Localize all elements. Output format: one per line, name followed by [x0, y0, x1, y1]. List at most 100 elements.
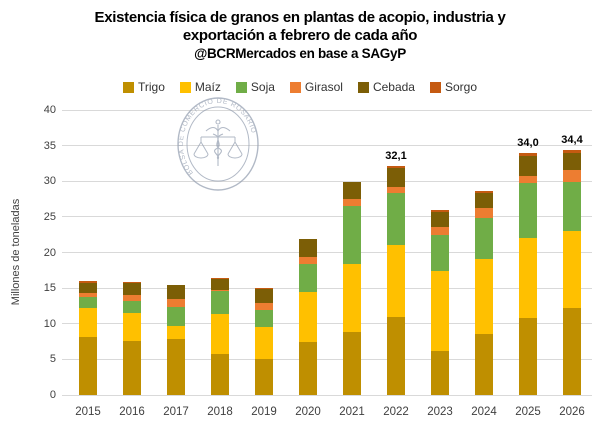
scales-icon-left	[194, 137, 208, 158]
bar-2023-segment-girasol	[431, 226, 449, 236]
bar-2015-segment-girasol	[79, 293, 97, 298]
bar-2022-segment-cebada	[387, 168, 405, 187]
bar-2015-segment-soja	[79, 297, 97, 309]
gridline-5	[62, 358, 592, 360]
chart-subtitle: @BCRMercados en base a SAGyP	[194, 46, 406, 61]
bar-2022-segment-girasol	[387, 186, 405, 193]
chart-title-line2: exportación a febrero de cada año	[182, 27, 418, 44]
bar-2024-segment-maiz	[475, 258, 493, 334]
legend-label-cebada: Cebada	[372, 80, 415, 94]
bar-2020-segment-girasol	[299, 256, 317, 264]
bar-2015-segment-sorgo	[79, 281, 97, 284]
bar-2020-segment-maiz	[299, 292, 317, 343]
bar-2022-segment-maiz	[387, 245, 405, 317]
bar-2022-segment-soja	[387, 192, 405, 246]
bar-2021-segment-maiz	[343, 263, 361, 333]
bar-2016-segment-trigo	[123, 340, 141, 395]
legend-item-girasol: Girasol	[289, 80, 343, 94]
x-axis-label-2024: 2024	[471, 406, 497, 418]
bar-2021-segment-cebada	[343, 181, 361, 200]
legend-label-soja: Soja	[250, 80, 275, 94]
scales-icon-right	[228, 137, 242, 158]
legend-label-girasol: Girasol	[304, 80, 343, 94]
bar-2017-segment-trigo	[167, 339, 185, 395]
bar-2019-segment-cebada	[255, 288, 273, 304]
x-axis-label-2015: 2015	[75, 406, 101, 418]
legend-item-maiz: Maíz	[179, 80, 221, 94]
x-axis-label-2017: 2017	[163, 406, 189, 418]
bar-2019-segment-girasol	[255, 303, 273, 311]
bar-2020-segment-trigo	[299, 342, 317, 395]
bar-2016-segment-sorgo	[123, 281, 141, 283]
bar-value-label-2026: 34,4	[561, 133, 583, 146]
x-axis-label-2021: 2021	[339, 406, 365, 418]
gridline-35	[62, 145, 592, 147]
bar-2018-segment-trigo	[211, 353, 229, 395]
legend: Trigo Maíz Soja Girasol Cebada Sorgo	[0, 79, 600, 95]
bar-2020-segment-soja	[299, 263, 317, 293]
bar-2016-segment-soja	[123, 300, 141, 314]
x-axis-label-2023: 2023	[427, 406, 453, 418]
gridline-25	[62, 216, 592, 218]
y-axis-tick-35: 35	[43, 139, 56, 152]
bar-2015-segment-cebada	[79, 283, 97, 294]
gridline-0	[62, 394, 592, 396]
x-axis-label-2018: 2018	[207, 406, 233, 418]
bar-2015-segment-trigo	[79, 336, 97, 395]
bar-2019-segment-maiz	[255, 327, 273, 360]
y-axis-tick-30: 30	[43, 175, 56, 188]
x-axis-label-2025: 2025	[515, 406, 541, 418]
bar-2018-segment-girasol	[211, 290, 229, 291]
bar-2018-segment-soja	[211, 290, 229, 314]
bar-2021-segment-girasol	[343, 199, 361, 207]
bar-2019-segment-sorgo	[255, 288, 273, 289]
legend-label-trigo: Trigo	[137, 80, 165, 94]
bar-2018-segment-sorgo	[211, 278, 229, 279]
bar-2025-segment-cebada	[519, 155, 537, 176]
bar-2025-segment-sorgo	[519, 152, 537, 156]
legend-swatch-soja	[235, 81, 247, 93]
legend-item-trigo: Trigo	[122, 80, 165, 94]
bar-2022-segment-sorgo	[387, 166, 405, 169]
gridline-30	[62, 180, 592, 182]
seal-inner-ring	[187, 107, 249, 181]
bar-2017-segment-girasol	[167, 298, 185, 308]
bar-2025-segment-girasol	[519, 175, 537, 183]
gridline-10	[62, 323, 592, 325]
bar-2019-segment-soja	[255, 310, 273, 328]
bar-2021-segment-trigo	[343, 332, 361, 395]
bar-2023-segment-soja	[431, 235, 449, 272]
bar-2018-segment-cebada	[211, 278, 229, 291]
bar-2025-segment-soja	[519, 182, 537, 239]
bar-2017-segment-soja	[167, 307, 185, 326]
caduceus-icon	[201, 120, 235, 166]
legend-item-soja: Soja	[235, 80, 275, 94]
y-axis-tick-40: 40	[43, 104, 56, 116]
bar-2017-segment-maiz	[167, 325, 185, 340]
y-axis-tick-15: 15	[43, 282, 56, 295]
y-axis-title: Millones de toneladas	[10, 198, 22, 306]
legend-label-maiz: Maíz	[194, 80, 221, 94]
bar-2025-segment-trigo	[519, 318, 537, 395]
bar-2016-segment-girasol	[123, 294, 141, 301]
bar-2023-segment-maiz	[431, 271, 449, 351]
bar-2026-segment-girasol	[563, 169, 581, 182]
legend-label-sorgo: Sorgo	[444, 80, 478, 94]
bar-2023-segment-sorgo	[431, 209, 449, 212]
bar-2021-segment-soja	[343, 206, 361, 264]
legend-item-cebada: Cebada	[357, 80, 415, 94]
y-axis-tick-5: 5	[49, 353, 56, 366]
bar-2026-segment-sorgo	[563, 149, 581, 153]
x-axis-label-2019: 2019	[251, 406, 277, 418]
bar-value-label-2025: 34,0	[517, 136, 539, 149]
bar-2016-segment-maiz	[123, 313, 141, 341]
legend-swatch-cebada	[357, 81, 369, 93]
bar-2024-segment-trigo	[475, 333, 493, 395]
x-axis-label-2026: 2026	[559, 406, 585, 418]
bar-2026-segment-cebada	[563, 152, 581, 170]
legend-swatch-sorgo	[429, 81, 441, 93]
y-axis-tick-20: 20	[43, 246, 56, 259]
bar-2025-segment-maiz	[519, 238, 537, 319]
bar-2023-segment-trigo	[431, 350, 449, 395]
